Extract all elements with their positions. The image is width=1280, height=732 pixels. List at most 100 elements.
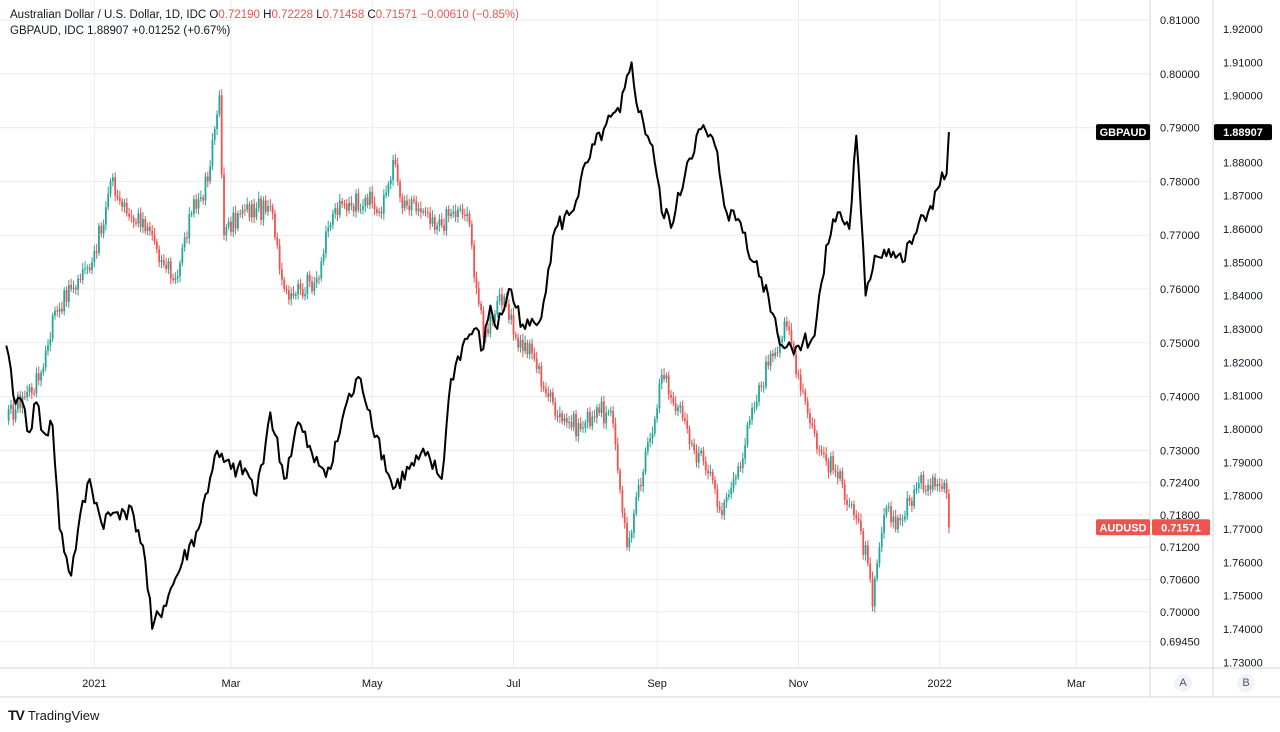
audusd-candle (190, 213, 193, 215)
audusd-candle (734, 477, 737, 480)
audusd-candle (223, 174, 225, 236)
audusd-candle (816, 433, 818, 450)
audusd-candle (450, 213, 452, 216)
audusd-candle (848, 504, 851, 506)
audusd-candle (424, 211, 427, 213)
time-tick-label: Mar (1067, 678, 1086, 690)
audusd-candle (723, 502, 726, 515)
audusd-candle (737, 466, 740, 478)
audusd-candle (65, 290, 68, 302)
audusd-candle (628, 537, 631, 548)
audusd-candle (860, 520, 862, 532)
audusd-candle (642, 471, 645, 487)
audusd-candle (61, 308, 63, 312)
audusd-candle (934, 477, 936, 487)
legend-compare-title: GBPAUD, IDC (10, 25, 84, 37)
audusd-candle (364, 197, 367, 207)
audusd-candle (241, 209, 244, 214)
audusd-candle (276, 237, 279, 246)
audusd-candle (725, 496, 728, 503)
left-axis-labels: 0.81000 0.80000 0.79000 0.78000 0.77000 0.760… (1160, 15, 1200, 648)
audusd-candle (385, 192, 388, 196)
auto-scale-button[interactable]: A (1174, 674, 1192, 692)
audusd-candle (556, 415, 559, 418)
audusd-candle (301, 289, 304, 297)
audusd-candle (834, 470, 837, 472)
audusd-candle (260, 198, 262, 220)
gbpaud-tick-label: 1.83000 (1223, 324, 1263, 336)
audusd-candle (121, 201, 124, 207)
audusd-candle (746, 424, 749, 445)
audusd-candle (741, 458, 744, 469)
audusd-candle (915, 488, 918, 490)
legend-open-value: 0.72190 (218, 9, 260, 21)
audusd-candle (158, 249, 161, 263)
gbpaud-tick-label: 1.77000 (1223, 524, 1263, 536)
audusd-candle (626, 522, 628, 548)
audusd-candle (496, 301, 499, 315)
audusd-candle (551, 392, 554, 403)
audusd-candle (938, 484, 941, 487)
audusd-candle (137, 213, 140, 224)
audusd-candle (718, 506, 721, 510)
audusd-candle (271, 206, 274, 214)
audusd-candle (42, 367, 45, 373)
gbpaud-tick-label: 1.76000 (1223, 557, 1263, 569)
audusd-candle (545, 388, 547, 394)
audusd-candle (440, 219, 443, 226)
audusd-candle (637, 484, 640, 497)
tradingview-logo[interactable]: TV TradingView (8, 705, 99, 725)
audusd-candle (672, 397, 675, 404)
audusd-candle (665, 375, 668, 379)
audusd-candle (570, 422, 573, 428)
audusd-candle (760, 385, 763, 387)
audusd-candle (948, 493, 950, 528)
audusd-candle (49, 339, 52, 346)
audusd-candle (362, 206, 364, 210)
audusd-candle (825, 454, 828, 461)
audusd-candle (774, 352, 777, 357)
audusd-candle (438, 219, 441, 226)
audusd-candle (250, 203, 253, 218)
audusd-candle (697, 453, 700, 463)
audusd-candle (209, 166, 212, 182)
audusd-candle (813, 425, 816, 434)
audusd-candle (535, 358, 538, 370)
audusd-candle (839, 471, 841, 479)
audusd-candle (711, 471, 714, 481)
audusd-candle (56, 310, 59, 312)
audusd-candle (482, 310, 485, 338)
audusd-candle (623, 512, 626, 523)
audusd-candle (132, 217, 135, 223)
gbpaud-tick-label: 1.80000 (1223, 424, 1263, 436)
audusd-candle (554, 402, 557, 416)
audusd-candle (494, 314, 496, 322)
audusd-candle (269, 206, 272, 208)
audusd-candle (14, 409, 17, 420)
audusd-candle (700, 450, 703, 454)
audusd-candle (577, 423, 580, 437)
audusd-candle (609, 410, 612, 413)
audusd-candle (54, 310, 56, 316)
audusd-candle (232, 212, 235, 233)
audusd-candle (714, 480, 716, 489)
audusd-candle (487, 328, 489, 334)
scale-b-button[interactable]: B (1237, 674, 1255, 692)
audusd-candle (394, 159, 397, 165)
audusd-candle (459, 208, 462, 210)
audusd-candle (352, 206, 355, 212)
audusd-candle (841, 471, 844, 485)
audusd-candle (730, 487, 733, 495)
audusd-candle (116, 195, 119, 198)
audusd-candle (172, 278, 174, 281)
audusd-candle (656, 408, 659, 419)
audusd-candle (468, 213, 471, 225)
audusd-candle (359, 209, 362, 211)
audusd-candle (165, 264, 168, 269)
legend-main-title: Australian Dollar / U.S. Dollar, 1D, IDC (10, 9, 207, 21)
audusd-candle (785, 321, 788, 327)
gbpaud-tick-label: 1.90000 (1223, 91, 1263, 103)
audusd-candle (169, 261, 172, 279)
